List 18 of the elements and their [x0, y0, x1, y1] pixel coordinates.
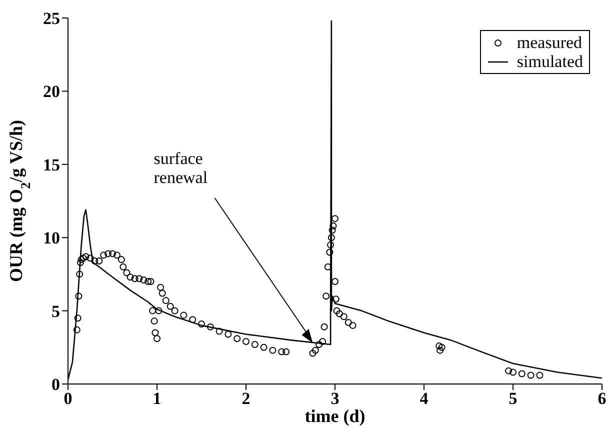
x-tick-label: 4: [420, 389, 429, 408]
y-tick-label: 20: [43, 82, 60, 102]
annotation: surface renewal: [154, 149, 208, 188]
x-tick-label: 2: [242, 389, 250, 408]
legend-label: measured: [516, 33, 582, 52]
x-tick-label: 3: [330, 389, 340, 408]
x-tick-label: 5: [508, 389, 518, 408]
x-tick-label: 1: [152, 389, 162, 408]
y-tick-label: 25: [43, 9, 60, 28]
y-tick-label: 0: [52, 375, 60, 394]
y-tick-label: 10: [43, 228, 60, 248]
x-tick-label: 6: [598, 389, 606, 408]
line-series: [68, 20, 602, 380]
y-tick-label: 5: [52, 302, 60, 321]
y-tick-label: 15: [43, 155, 60, 174]
x-axis-title: time (d): [304, 406, 366, 426]
legend-label: simulated: [516, 52, 583, 71]
x-tick-label: 0: [64, 389, 72, 408]
